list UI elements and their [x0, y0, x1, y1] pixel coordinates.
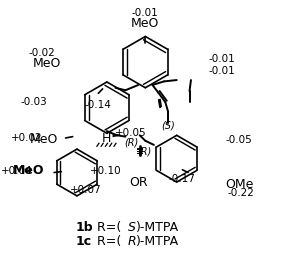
- Text: -0.03: -0.03: [20, 97, 47, 107]
- Text: )-MTPA: )-MTPA: [136, 221, 179, 234]
- Text: -0.05: -0.05: [225, 135, 252, 145]
- Text: +0.07: +0.07: [70, 185, 101, 195]
- Text: -0.01: -0.01: [208, 54, 235, 64]
- Text: R: R: [127, 235, 136, 248]
- Text: +0.02: +0.02: [11, 133, 43, 143]
- Text: +0.10: +0.10: [89, 166, 121, 176]
- Text: (R): (R): [124, 137, 138, 147]
- Text: H: H: [102, 132, 111, 145]
- Text: +0.04: +0.04: [1, 166, 33, 176]
- Text: -0.01: -0.01: [132, 8, 159, 18]
- Text: 1c: 1c: [76, 235, 92, 248]
- Text: R=(: R=(: [93, 235, 121, 248]
- Text: MeO: MeO: [131, 17, 160, 30]
- Text: MeO: MeO: [13, 164, 44, 177]
- Text: )-MTPA: )-MTPA: [136, 235, 179, 248]
- Text: +0.05: +0.05: [115, 128, 147, 138]
- Text: OMe: OMe: [225, 178, 254, 191]
- Text: -0.14: -0.14: [85, 100, 112, 110]
- Text: -0.01: -0.01: [208, 66, 235, 76]
- Text: R=(: R=(: [93, 221, 121, 234]
- Text: S: S: [127, 221, 135, 234]
- Polygon shape: [113, 133, 123, 137]
- Text: (S): (S): [162, 121, 175, 131]
- Text: 1b: 1b: [76, 221, 93, 234]
- Text: -0.22: -0.22: [228, 188, 255, 198]
- Text: (R): (R): [137, 146, 151, 156]
- Text: MeO: MeO: [33, 57, 61, 70]
- Text: MeO: MeO: [30, 133, 58, 146]
- Text: OR: OR: [129, 176, 148, 189]
- Text: -0.02: -0.02: [29, 48, 56, 58]
- Text: -0.17: -0.17: [168, 174, 195, 184]
